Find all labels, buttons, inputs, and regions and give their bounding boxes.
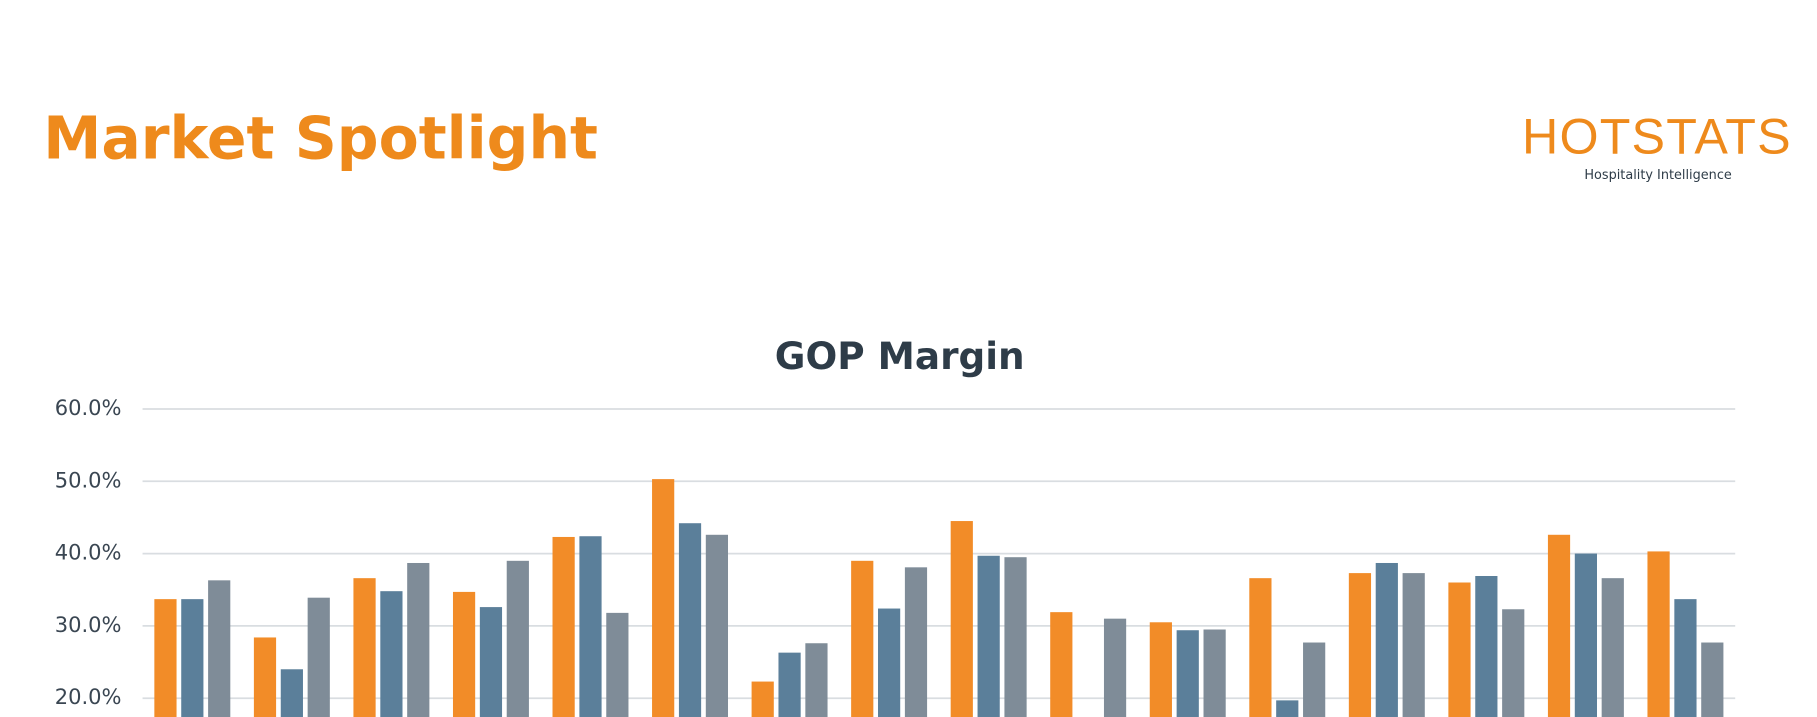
bar bbox=[1574, 553, 1597, 717]
bar bbox=[1502, 609, 1525, 717]
bar bbox=[1103, 618, 1127, 717]
bar bbox=[154, 599, 177, 717]
bar bbox=[1547, 534, 1571, 717]
bar bbox=[977, 555, 1000, 717]
bar bbox=[1276, 700, 1299, 717]
logo: HOTSTATS bbox=[1522, 108, 1792, 164]
bar bbox=[1050, 612, 1073, 717]
y-tick-label: 50.0% bbox=[55, 467, 122, 492]
bar bbox=[751, 681, 774, 717]
bar bbox=[1448, 582, 1471, 717]
bar bbox=[1647, 551, 1670, 717]
chart-title: GOP Margin bbox=[775, 334, 1025, 378]
bar bbox=[1402, 573, 1425, 717]
bar bbox=[407, 562, 430, 717]
bar bbox=[1674, 599, 1697, 717]
bar bbox=[1701, 642, 1724, 717]
y-tick-label: 20.0% bbox=[55, 684, 122, 709]
bar bbox=[1375, 562, 1398, 717]
bar bbox=[1303, 642, 1326, 717]
bar bbox=[705, 534, 729, 717]
bar bbox=[208, 580, 231, 717]
y-tick-label: 40.0% bbox=[55, 540, 122, 565]
bar bbox=[950, 521, 973, 717]
bar bbox=[506, 560, 529, 717]
bar bbox=[878, 608, 901, 717]
y-tick-label: 30.0% bbox=[55, 612, 122, 637]
bar bbox=[1176, 630, 1199, 717]
bar bbox=[1348, 573, 1372, 717]
bar bbox=[579, 536, 602, 717]
y-tick-label: 60.0% bbox=[55, 395, 122, 420]
bar bbox=[307, 597, 330, 717]
page-title: Market Spotlight bbox=[43, 105, 598, 173]
bar bbox=[1203, 629, 1226, 717]
bar bbox=[1149, 622, 1172, 717]
bar bbox=[253, 637, 277, 717]
bar bbox=[904, 567, 928, 717]
bar bbox=[280, 669, 303, 717]
bar bbox=[1601, 578, 1624, 717]
bar bbox=[778, 652, 801, 717]
bar bbox=[181, 599, 204, 717]
bar bbox=[678, 523, 702, 717]
bar bbox=[1004, 557, 1027, 717]
bar bbox=[805, 643, 828, 717]
bar bbox=[652, 479, 675, 717]
bar bbox=[452, 591, 476, 717]
bar bbox=[353, 578, 376, 717]
bar bbox=[1249, 578, 1272, 717]
logo-tagline: Hospitality Intelligence bbox=[1584, 168, 1732, 183]
bar bbox=[1475, 576, 1498, 717]
bar bbox=[851, 560, 874, 717]
bar bbox=[606, 612, 629, 717]
bar bbox=[380, 591, 403, 717]
bar bbox=[552, 536, 575, 717]
bar bbox=[479, 607, 503, 717]
